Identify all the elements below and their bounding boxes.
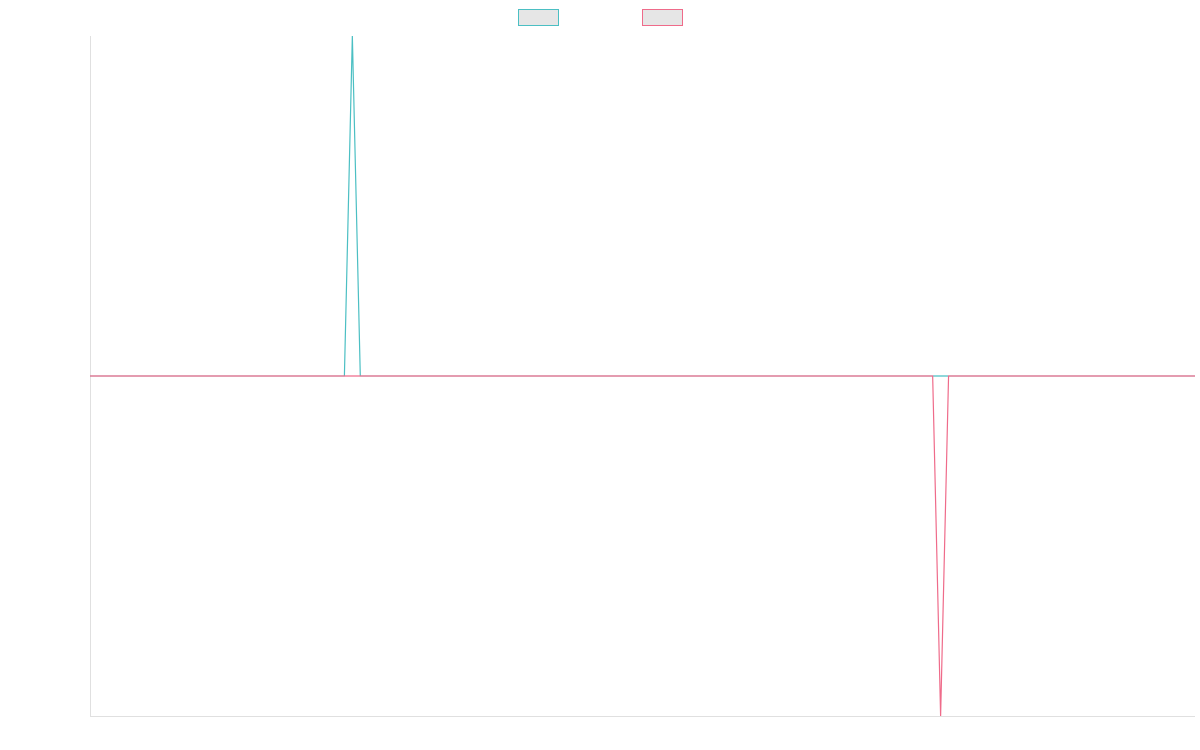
series-group bbox=[89, 35, 1196, 717]
legend-swatch-1 bbox=[518, 9, 559, 26]
legend-swatch-2 bbox=[642, 9, 683, 26]
series-line-1 bbox=[90, 35, 1195, 377]
legend bbox=[518, 9, 683, 26]
series-line-2 bbox=[90, 375, 1195, 717]
